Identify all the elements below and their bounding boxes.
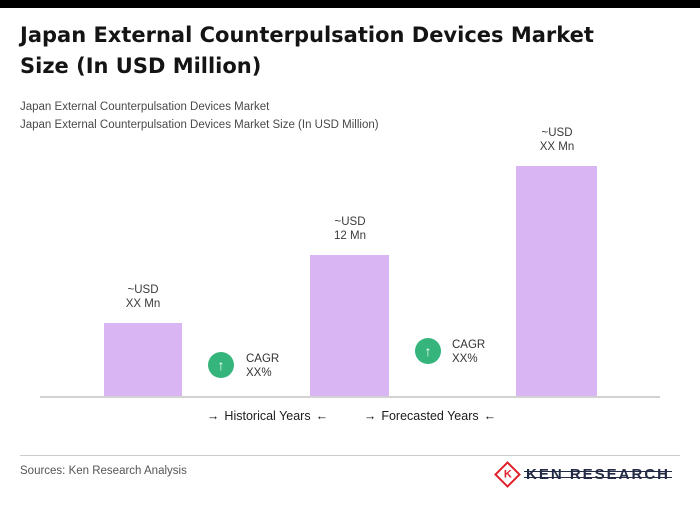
bar-value-line1: ~USD [127,284,159,296]
subtitle-line2: Japan External Counterpulsation Devices … [20,119,379,131]
sources-text: Sources: Ken Research Analysis [20,465,187,477]
ken-research-logo: K KEN RESEARCH [494,460,672,488]
bar-value-line1: ~USD [541,127,573,139]
page-title: Japan External Counterpulsation Devices … [20,20,670,82]
ken-research-logo-text: KEN RESEARCH [525,465,670,483]
bar-forecast [516,166,597,396]
footer-divider [20,455,680,456]
bar-mid [310,255,389,396]
bar-value-label: ~USD XX Mn [83,283,203,311]
cagr-annotation: CAGR XX% [452,338,485,366]
axis-label-forecasted-years: → Forecasted Years ← [355,409,505,423]
top-accent-bar [0,0,700,8]
arrow-right-icon: → [363,409,377,423]
bar-value-label: ~USD XX Mn [497,126,617,154]
growth-arrow-badge: ↑ [415,338,441,364]
arrow-left-icon: ← [315,409,329,423]
cagr-label: CAGR [246,353,280,365]
arrow-up-icon: ↑ [424,343,432,359]
axis-label-historical-years: → Historical Years ← [195,409,340,423]
bar-value-label: ~USD 12 Mn [290,215,410,243]
bar-value-line2: 12 Mn [334,230,366,242]
bar-value-line2: XX Mn [125,298,161,310]
page-title-line1: Japan External Counterpulsation Devices … [20,23,594,47]
subtitle-line1: Japan External Counterpulsation Devices … [20,101,270,113]
axis-label-text: Forecasted Years [381,409,479,423]
cagr-value: XX% [246,367,272,379]
page-title-line2: Size (In USD Million) [20,54,262,78]
bar-value-line1: ~USD [334,216,366,228]
axis-label-text: Historical Years [224,409,311,423]
logo-letter: K [503,467,512,480]
chart-subtitle: Japan External Counterpulsation Devices … [20,98,379,134]
bar-chart: ~USD XX Mn ~USD 12 Mn ~USD XX Mn ↑ CAGR … [40,120,660,398]
arrow-right-icon: → [206,409,220,423]
cagr-value: XX% [452,353,478,365]
ken-research-logo-icon: K [494,460,521,488]
bar-historical [104,323,182,396]
growth-arrow-badge: ↑ [208,352,234,378]
arrow-left-icon: ← [483,409,497,423]
cagr-annotation: CAGR XX% [246,352,279,380]
cagr-label: CAGR [452,339,486,351]
arrow-up-icon: ↑ [217,357,225,373]
bar-value-line2: XX Mn [539,141,575,153]
